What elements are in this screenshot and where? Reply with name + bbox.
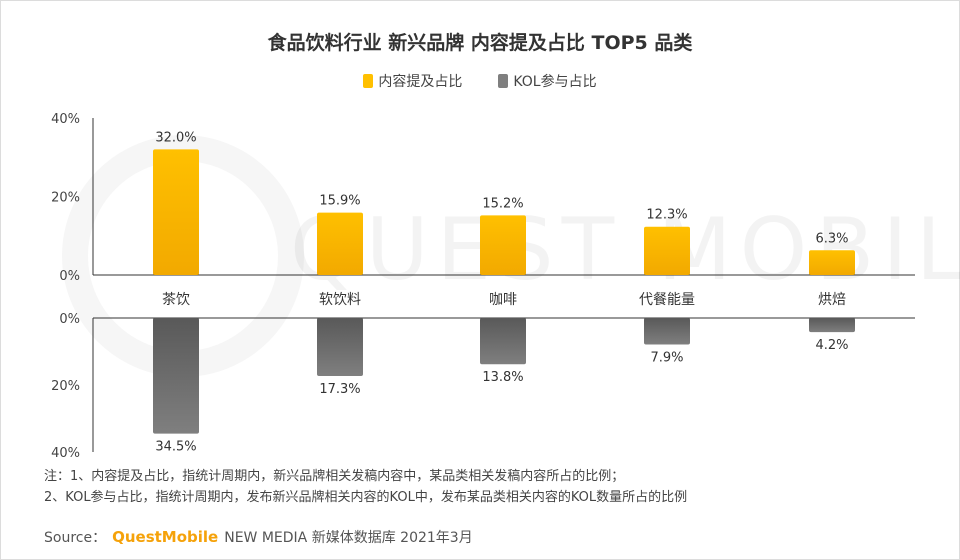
- bar-kol: [317, 318, 363, 376]
- legend-swatch-mention: [363, 74, 374, 88]
- legend-swatch-kol: [498, 74, 509, 88]
- category-label: 烘焙: [818, 292, 846, 308]
- chart-title: 食品饮料行业 新兴品牌 内容提及占比 TOP5 品类: [267, 32, 693, 54]
- bar-mention: [153, 149, 199, 275]
- legend-item-mention: 内容提及占比: [363, 71, 462, 91]
- source-brand: QuestMobile: [112, 528, 219, 546]
- legend-label-mention: 内容提及占比: [378, 74, 463, 90]
- category-label: 茶饮: [162, 292, 190, 308]
- source-line: Source： QuestMobile NEW MEDIA 新媒体数据库 2021…: [44, 527, 473, 547]
- data-label-kol: 17.3%: [319, 382, 360, 397]
- bar-mention: [480, 215, 526, 275]
- bar-mention: [809, 250, 855, 275]
- data-label-mention: 6.3%: [815, 231, 848, 246]
- legend-item-kol: KOL参与占比: [498, 71, 597, 91]
- bar-kol: [480, 318, 526, 365]
- data-label-kol: 13.8%: [482, 370, 523, 385]
- upper-tick-label: 0%: [59, 269, 80, 284]
- category-label: 咖啡: [489, 292, 517, 308]
- bar-mention: [644, 226, 690, 275]
- bar-kol: [809, 318, 855, 333]
- data-label-kol: 4.2%: [815, 338, 848, 353]
- data-label-kol: 7.9%: [650, 350, 683, 365]
- bar-kol: [644, 318, 690, 345]
- data-label-mention: 15.2%: [482, 196, 523, 211]
- footnotes: 注：1、内容提及占比，指统计周期内，新兴品牌相关发稿内容中，某品类相关发稿内容所…: [44, 466, 687, 508]
- source-label: Source：: [44, 530, 107, 546]
- legend-label-kol: KOL参与占比: [513, 74, 597, 90]
- data-label-mention: 32.0%: [155, 130, 196, 145]
- upper-tick-label: 40%: [51, 112, 80, 127]
- footnote-1: 注：1、内容提及占比，指统计周期内，新兴品牌相关发稿内容中，某品类相关发稿内容所…: [44, 469, 625, 484]
- lower-tick-label: 20%: [51, 379, 80, 394]
- data-label-mention: 15.9%: [319, 194, 360, 209]
- lower-tick-label: 40%: [51, 446, 80, 461]
- category-label: 代餐能量: [639, 292, 695, 308]
- footnote-2: 2、KOL参与占比，指统计周期内，发布新兴品牌相关内容的KOL中，发布某品类相关…: [44, 490, 688, 505]
- legend: 内容提及占比 KOL参与占比: [0, 71, 960, 91]
- bar-kol: [153, 318, 199, 434]
- upper-tick-label: 20%: [51, 191, 80, 206]
- category-label: 软饮料: [319, 292, 361, 308]
- bar-mention: [317, 212, 363, 275]
- source-detail: NEW MEDIA 新媒体数据库 2021年3月: [224, 530, 473, 546]
- lower-tick-label: 0%: [59, 312, 80, 327]
- data-label-mention: 12.3%: [646, 208, 687, 223]
- data-label-kol: 34.5%: [155, 440, 196, 455]
